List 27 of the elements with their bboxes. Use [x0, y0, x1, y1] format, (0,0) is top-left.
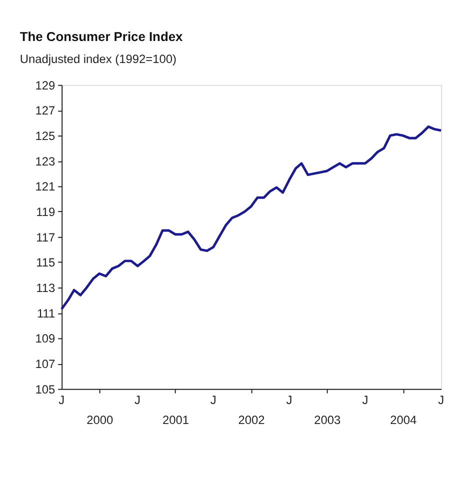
- y-tick-label: 129: [35, 78, 56, 92]
- y-tick-label: 109: [35, 332, 56, 346]
- y-tick-label: 105: [35, 382, 56, 396]
- x-tick-label: 2004: [390, 413, 417, 428]
- y-tick-label: 125: [35, 129, 56, 144]
- y-tick-label: 113: [36, 281, 56, 296]
- text: J: [438, 392, 444, 407]
- y-tick-label: 117: [36, 230, 56, 244]
- text: J: [58, 392, 65, 407]
- text: J: [210, 392, 216, 407]
- text: J: [134, 392, 141, 407]
- text: J: [362, 392, 368, 407]
- line-series: [60, 125, 442, 310]
- chart-title: The Consumer Price Index: [20, 29, 184, 44]
- y-tick-label: 111: [37, 306, 56, 320]
- y-tick-label: 115: [36, 256, 56, 270]
- y-tick-label: 121: [35, 180, 56, 194]
- y-tick-label: 123: [35, 154, 56, 168]
- y-tick-label: 127: [35, 104, 56, 118]
- x-tick-label: 2000: [86, 413, 114, 428]
- y-tick-label: 119: [36, 205, 56, 220]
- y-tick-label: 107: [35, 357, 56, 372]
- x-tick-label: 2001: [162, 413, 190, 428]
- chart-subtitle: Unadjusted index (1992=100): [20, 52, 176, 66]
- x-tick-label: 2003: [314, 413, 341, 428]
- text: J: [286, 392, 292, 407]
- x-tick-label: 2002: [238, 413, 266, 428]
